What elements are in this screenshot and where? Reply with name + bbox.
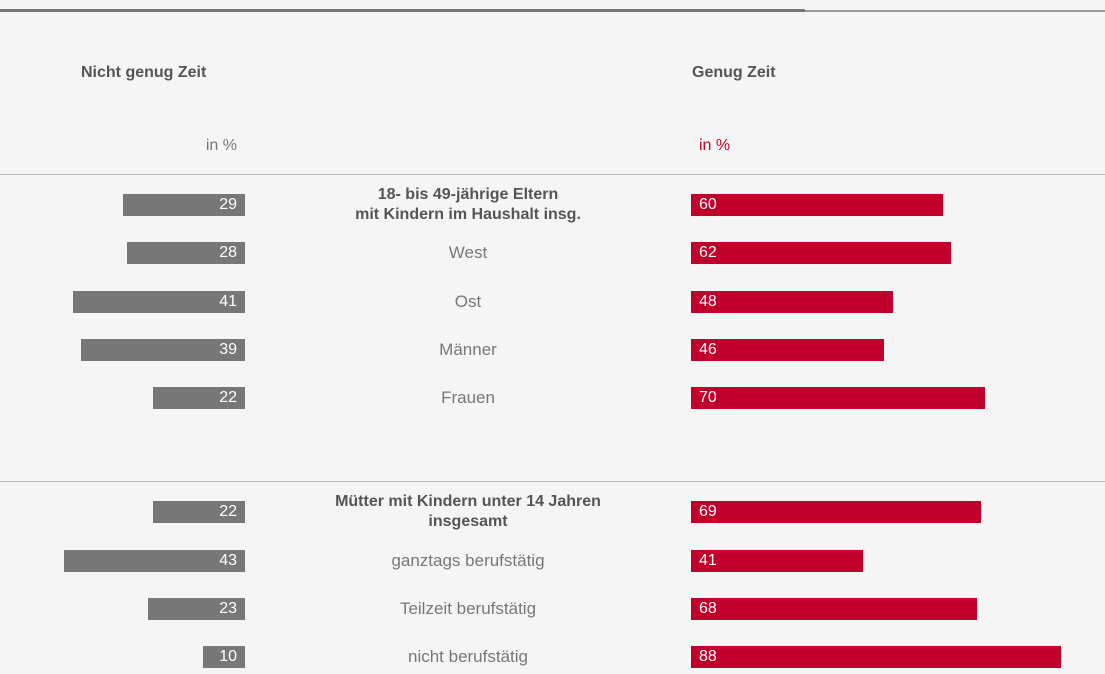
value-label: 39	[219, 340, 237, 358]
value-label: 22	[219, 503, 237, 521]
category-label: Ost	[454, 291, 482, 311]
value-label: 69	[699, 503, 717, 521]
value-label: 41	[699, 551, 717, 569]
bar	[691, 242, 952, 265]
bar	[691, 549, 864, 572]
bar	[691, 387, 985, 410]
category-label: Männer	[439, 339, 497, 359]
bar	[152, 501, 245, 524]
bar	[123, 194, 245, 216]
group-rule	[0, 174, 1105, 175]
category-label: Teilzeit berufstätig	[399, 598, 537, 618]
bar	[691, 597, 977, 620]
value-label: 68	[699, 599, 717, 617]
right-header: Genug Zeit	[692, 64, 776, 81]
value-label: 60	[699, 196, 717, 213]
right-unit: in %	[699, 137, 731, 154]
bar	[64, 549, 245, 572]
value-label: 48	[699, 292, 717, 310]
value-label: 62	[699, 244, 717, 262]
bar	[127, 242, 245, 265]
group-rule	[0, 481, 1105, 483]
bar	[72, 290, 245, 313]
bar	[81, 338, 245, 361]
value-label: 41	[219, 292, 237, 310]
bar	[152, 387, 245, 410]
value-label: 29	[219, 196, 237, 213]
value-label: 43	[219, 551, 237, 569]
category-label: 18- bis 49-jährige Eltern mit Kindern im…	[355, 186, 581, 223]
left-unit: in %	[205, 137, 237, 154]
value-label: 10	[219, 648, 237, 666]
category-label: nicht berufstätig	[407, 647, 528, 667]
bar	[691, 194, 943, 216]
bar	[148, 597, 245, 620]
value-label: 88	[699, 648, 717, 666]
category-label: West	[448, 243, 488, 263]
category-label: Mütter mit Kindern unter 14 Jahren insge…	[335, 493, 601, 531]
bar	[691, 646, 1061, 669]
value-label: 46	[699, 340, 717, 358]
bar	[691, 290, 893, 313]
bar	[691, 338, 885, 361]
value-label: 70	[699, 389, 717, 407]
value-label: 23	[219, 599, 237, 617]
value-label: 22	[219, 389, 237, 407]
category-label: Frauen	[441, 388, 495, 408]
value-label: 28	[219, 244, 237, 262]
category-label: ganztags berufstätig	[391, 550, 545, 570]
bar	[203, 646, 245, 669]
top-rule	[0, 9, 805, 12]
bar	[691, 501, 981, 524]
left-header: Nicht genug Zeit	[81, 64, 207, 81]
top-rule	[805, 10, 1105, 12]
